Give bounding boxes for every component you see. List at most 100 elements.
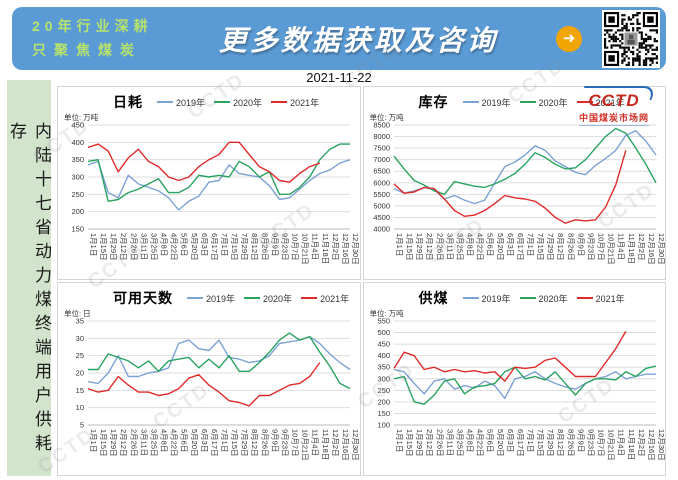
- legend-line-swatch: [576, 297, 593, 299]
- svg-text:4月22日: 4月22日: [170, 429, 179, 457]
- qr-code: [602, 9, 660, 68]
- svg-text:1月1日: 1月1日: [89, 429, 98, 452]
- svg-text:8月12日: 8月12日: [250, 429, 259, 457]
- svg-text:8000: 8000: [373, 132, 390, 141]
- legend-item: 2020年: [214, 96, 262, 109]
- svg-text:7月29日: 7月29日: [546, 233, 555, 261]
- unit-label: 单位: 日: [64, 309, 91, 318]
- svg-text:3月11日: 3月11日: [445, 429, 454, 456]
- svg-text:9月23日: 9月23日: [586, 429, 595, 457]
- svg-text:5500: 5500: [373, 190, 390, 199]
- svg-text:6月3日: 6月3日: [505, 233, 514, 256]
- cctd-logo-rule: [579, 125, 649, 126]
- legend-line-swatch: [187, 297, 203, 299]
- svg-text:11月18日: 11月18日: [626, 429, 635, 460]
- svg-text:2月12日: 2月12日: [425, 429, 434, 457]
- svg-text:6月17日: 6月17日: [210, 429, 219, 457]
- svg-text:7月1日: 7月1日: [526, 429, 535, 452]
- svg-text:9月23日: 9月23日: [280, 233, 289, 261]
- svg-text:7月29日: 7月29日: [546, 429, 555, 457]
- svg-text:2月12日: 2月12日: [119, 233, 128, 261]
- svg-text:11月18日: 11月18日: [321, 233, 330, 264]
- svg-text:400: 400: [71, 138, 84, 147]
- svg-text:2月12日: 2月12日: [425, 233, 434, 261]
- svg-text:15: 15: [76, 386, 84, 395]
- svg-text:100: 100: [377, 421, 390, 430]
- sidebar: 内陆十七省动力煤终端用户供耗存: [6, 80, 51, 476]
- svg-text:150: 150: [71, 225, 84, 234]
- svg-text:200: 200: [377, 397, 390, 406]
- svg-text:5月6日: 5月6日: [180, 429, 189, 452]
- svg-text:1月29日: 1月29日: [109, 233, 118, 261]
- legend-item: 2021年: [271, 96, 319, 109]
- svg-text:4月8日: 4月8日: [465, 429, 474, 452]
- banner-slogan: 20年行业深耕 只聚焦煤炭: [32, 15, 153, 61]
- svg-text:7月1日: 7月1日: [526, 233, 535, 256]
- svg-text:1月15日: 1月15日: [405, 233, 414, 261]
- legend-item: 2020年: [519, 292, 568, 305]
- svg-text:11月4日: 11月4日: [616, 429, 625, 456]
- svg-text:9月23日: 9月23日: [586, 233, 595, 261]
- chart-panel-coal-supply: 供煤 2019年 2020年 2021年 单位: 万吨 100 150 200 250 30…: [362, 282, 666, 476]
- svg-text:5: 5: [80, 421, 84, 430]
- svg-text:11月18日: 11月18日: [321, 429, 330, 460]
- slogan-line-1: 20年行业深耕: [32, 18, 153, 35]
- svg-text:7月1日: 7月1日: [220, 429, 229, 452]
- svg-text:200: 200: [71, 207, 84, 216]
- legend-line-swatch: [271, 101, 288, 103]
- svg-text:10月21日: 10月21日: [301, 233, 310, 265]
- report-date: 2021-11-22: [306, 70, 372, 85]
- unit-label: 单位: 万吨: [369, 309, 404, 318]
- svg-text:8月26日: 8月26日: [566, 233, 575, 261]
- legend-item: 2021年: [576, 292, 625, 305]
- svg-text:30: 30: [76, 334, 84, 343]
- svg-text:3月11日: 3月11日: [445, 233, 454, 260]
- svg-text:12月16日: 12月16日: [341, 429, 350, 461]
- chart-legend: 2019年 2020年 2021年: [157, 96, 319, 109]
- svg-text:12月2日: 12月2日: [331, 429, 340, 457]
- line-plot-inventory: 4000 4500 5000 5500 6000 6500 7000 7500 8000 8500…: [364, 87, 666, 279]
- header-banner: 20年行业深耕 只聚焦煤炭 更多数据获取及咨询 ➜: [12, 7, 666, 70]
- svg-text:9月9日: 9月9日: [576, 429, 585, 452]
- svg-text:7500: 7500: [373, 144, 390, 153]
- svg-text:11月4日: 11月4日: [311, 233, 320, 260]
- charts-grid: 日耗 2019年 2020年 2021年 单位: 万吨 150 200 250 300 35…: [57, 86, 666, 476]
- svg-text:4000: 4000: [373, 225, 390, 234]
- svg-text:8月26日: 8月26日: [260, 429, 269, 457]
- svg-text:4月22日: 4月22日: [475, 233, 484, 261]
- legend-item: 2019年: [462, 96, 511, 109]
- svg-text:11月18日: 11月18日: [626, 233, 635, 264]
- svg-text:8月26日: 8月26日: [260, 233, 269, 261]
- svg-text:10月7日: 10月7日: [291, 429, 300, 457]
- svg-text:12月30日: 12月30日: [657, 233, 666, 265]
- svg-text:5月20日: 5月20日: [190, 429, 199, 457]
- unit-label: 单位: 万吨: [369, 113, 404, 122]
- svg-text:6月17日: 6月17日: [515, 429, 524, 457]
- legend-item: 2019年: [157, 96, 205, 109]
- svg-text:300: 300: [71, 173, 84, 182]
- legend-line-swatch: [462, 101, 479, 103]
- line-plot-available-days: 5 10 15 20 25 30 35 1月1日 1月15日 1月29日 2月12日 2月26日 3月1…: [58, 283, 360, 475]
- svg-text:12月16日: 12月16日: [646, 233, 655, 265]
- chart-title-inventory: 库存: [418, 94, 449, 110]
- svg-text:4500: 4500: [373, 213, 390, 222]
- svg-text:12月2日: 12月2日: [636, 233, 645, 261]
- svg-text:10月21日: 10月21日: [606, 429, 615, 461]
- legend-item: 2019年: [462, 292, 511, 305]
- svg-text:7月15日: 7月15日: [536, 233, 545, 261]
- svg-text:1月1日: 1月1日: [89, 233, 98, 256]
- svg-text:12月30日: 12月30日: [351, 233, 360, 265]
- svg-text:400: 400: [377, 351, 390, 360]
- svg-text:7月15日: 7月15日: [230, 233, 239, 261]
- svg-text:10月7日: 10月7日: [291, 233, 300, 261]
- legend-line-swatch: [244, 297, 261, 299]
- svg-text:6月3日: 6月3日: [200, 233, 209, 256]
- svg-text:12月16日: 12月16日: [646, 429, 655, 461]
- sidebar-vertical-title: 内陆十七省动力煤终端用户供耗存: [6, 122, 51, 458]
- chart-panel-daily-consumption: 日耗 2019年 2020年 2021年 单位: 万吨 150 200 250 300 35…: [57, 86, 361, 280]
- svg-text:35: 35: [76, 317, 84, 326]
- svg-text:550: 550: [377, 317, 390, 326]
- svg-text:150: 150: [377, 409, 390, 418]
- svg-text:500: 500: [377, 328, 390, 337]
- svg-text:1月1日: 1月1日: [395, 429, 404, 452]
